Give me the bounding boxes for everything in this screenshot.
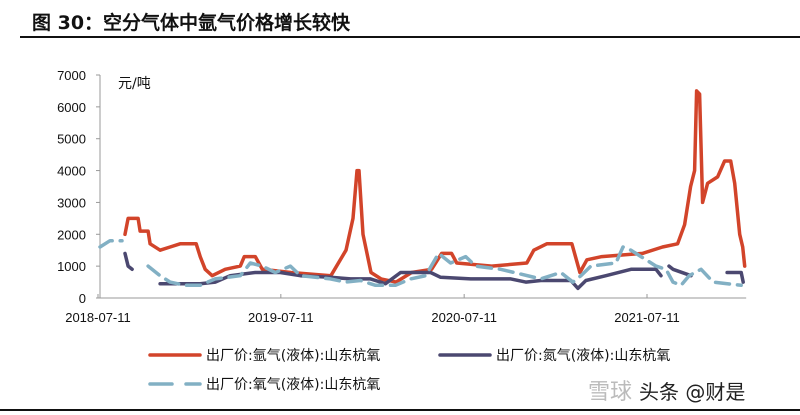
- series-line-2: [725, 270, 745, 284]
- x-tick-label: 2018-07-11: [65, 310, 131, 325]
- y-tick-label: 3000: [57, 195, 86, 210]
- series-line-3: [146, 245, 743, 288]
- y-tick-label: 6000: [57, 100, 86, 115]
- legend-label-2: 出厂价:氮气(液体):山东杭氧: [496, 348, 670, 364]
- legend-label-3: 出厂价:氧气(液体):山东杭氧: [206, 377, 380, 393]
- x-tick-label: 2021-07-11: [614, 310, 680, 325]
- y-tick-label: 2000: [57, 227, 86, 242]
- series-line-2: [123, 251, 134, 272]
- x-tick-label: 2020-07-11: [431, 310, 497, 325]
- title-rule: [20, 36, 800, 38]
- series-line-3: [98, 238, 124, 249]
- y-tick-label: 1000: [57, 259, 86, 274]
- series-line-2: [158, 267, 663, 291]
- watermark: 雪球 头条 @财是: [588, 374, 745, 406]
- watermark-author: 头条 @财是: [639, 380, 746, 404]
- y-tick-label: 0: [79, 291, 86, 306]
- series-line-1: [123, 89, 747, 284]
- x-tick-label: 2019-07-11: [248, 310, 314, 325]
- series-line-2: [667, 264, 693, 278]
- y-tick-label: 7000: [57, 68, 86, 83]
- legend: 出厂价:氩气(液体):山东杭氧 出厂价:氮气(液体):山东杭氧出厂价:氧气(液体)…: [148, 348, 670, 393]
- y-tick-label: 5000: [57, 132, 86, 147]
- y-tick-label: 4000: [57, 164, 86, 179]
- watermark-logo-text: 雪球: [588, 380, 633, 405]
- series-lines: [98, 89, 747, 291]
- bottom-rule: [0, 409, 800, 411]
- figure-title: 图 30：空分气体中氩气价格增长较快: [32, 12, 351, 34]
- legend-label-1: 出厂价:氩气(液体):山东杭氧: [206, 348, 380, 364]
- axes: 0 1000 2000 3000 4000 5000 6000 7000 2018-07-11 2…: [57, 68, 747, 325]
- y-axis-unit: 元/吨: [118, 76, 151, 92]
